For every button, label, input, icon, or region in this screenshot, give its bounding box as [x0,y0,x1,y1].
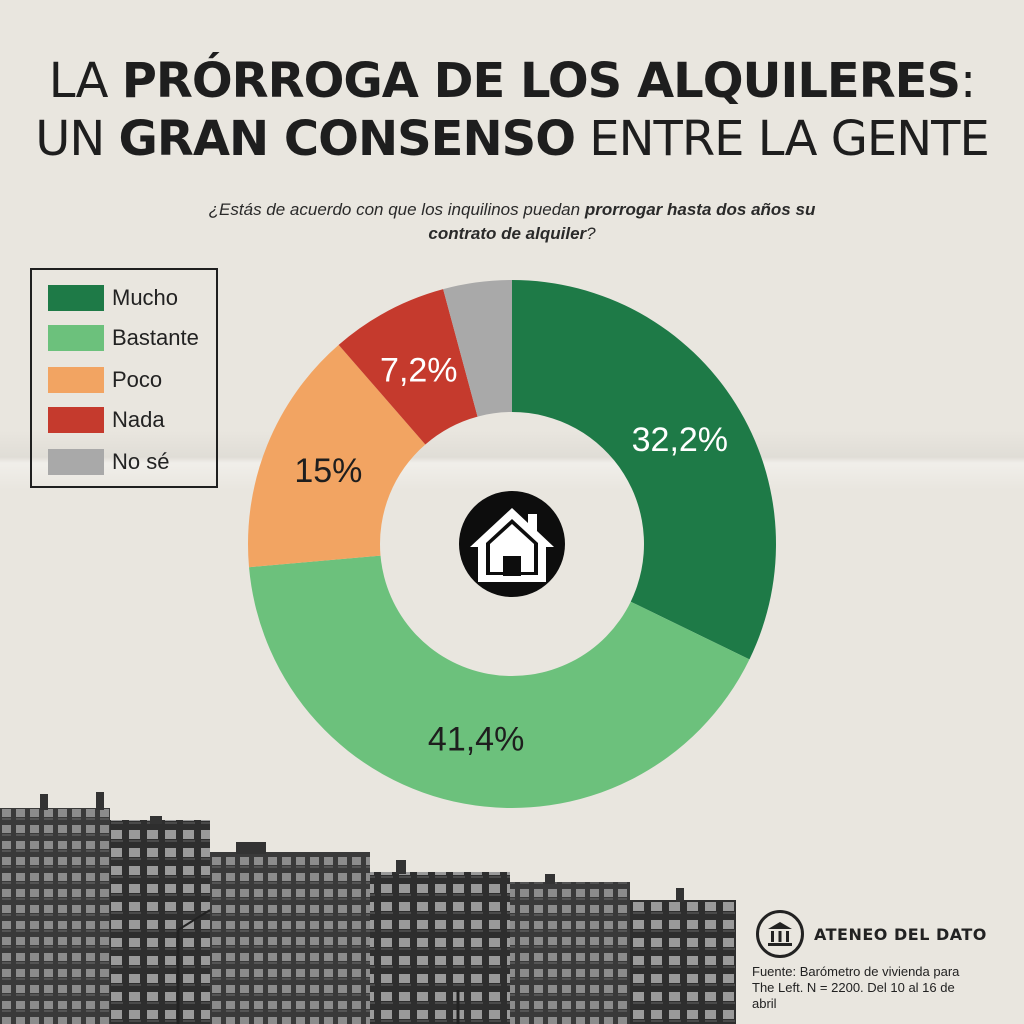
title-line2-end: ENTRE LA GENTE [575,111,990,167]
legend-swatch [48,285,104,311]
city-skyline-photo [0,792,736,1024]
paper-texture [0,430,1024,490]
question-text: ¿Estás de acuerdo con que los inquilinos… [208,200,585,219]
question-end: ? [586,224,596,243]
legend-item: Nada [48,406,165,434]
legend-item: Mucho [48,284,178,312]
donut-labels: 32,2% 41,4% 15% 7,2% [294,351,728,758]
title-line1-end: : [960,53,976,109]
data-label: 7,2% [380,351,458,389]
legend-item: Bastante [48,324,199,352]
legend-swatch [48,449,104,475]
donut-slice-bastante [249,555,750,809]
house-icon [459,491,565,597]
legend-swatch [48,407,104,433]
legend-label: Nada [112,407,165,432]
legend-label: Bastante [112,325,199,350]
data-label: 41,4% [428,721,524,759]
source-note: Fuente: Barómetro de vivienda para The L… [752,964,960,1011]
title-line1-start: LA [48,53,122,109]
brand-name: ATENEO DEL DATO [814,924,987,944]
legend-label: No sé [112,449,170,474]
donut-slice-nada [338,289,478,445]
title-line2-bold: GRAN CONSENSO [118,111,576,167]
legend-item: Poco [48,366,162,394]
page-title: LA PRÓRROGA DE LOS ALQUILERES: UN GRAN C… [0,52,1024,168]
legend-swatch [48,325,104,351]
data-label: 32,2% [632,421,728,459]
legend-item: No sé [48,448,169,476]
donut-slice-poco [247,344,426,568]
survey-question: ¿Estás de acuerdo con que los inquilinos… [190,198,834,246]
legend-label: Mucho [112,285,179,310]
donut-slices [247,280,777,809]
legend-label: Poco [112,367,163,392]
title-line2-start: UN [35,111,119,167]
brand-logo: ATENEO DEL DATO [756,910,987,958]
legend-swatch [48,367,104,393]
donut-slice-mucho [512,280,777,660]
question-bold-text: prorrogar hasta dos años su contrato de … [428,200,816,243]
data-label: 15% [294,452,362,490]
columns-building-icon [756,910,804,958]
chart-legend: Mucho Bastante Poco Nada No sé [30,268,218,488]
donut-slice-no-s- [443,280,512,417]
title-line1-bold: PRÓRROGA DE LOS ALQUILERES [121,53,961,109]
